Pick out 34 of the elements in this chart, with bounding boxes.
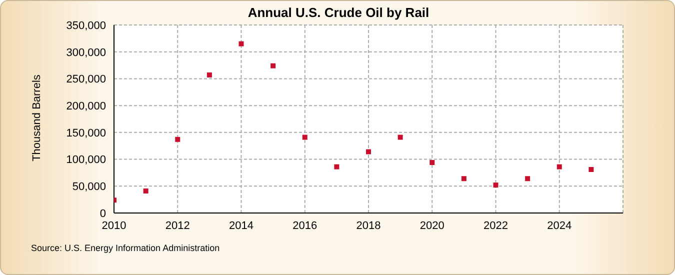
y-tick-label: 100,000 <box>66 154 106 166</box>
point <box>493 182 498 188</box>
y-tick-label: 150,000 <box>66 127 106 140</box>
y-axis-title: Thousand Barrels <box>31 74 43 162</box>
point <box>398 134 403 140</box>
source-note: Source: U.S. Energy Information Administration <box>31 243 220 253</box>
x-tick-label: 2018 <box>356 220 381 232</box>
x-tick-label: 2010 <box>102 220 126 232</box>
point <box>461 176 466 182</box>
point <box>334 164 340 170</box>
point <box>556 164 562 170</box>
x-tick-label: 2022 <box>484 220 508 232</box>
point <box>588 166 594 172</box>
y-tick-label: 0 <box>100 208 106 220</box>
point <box>430 160 435 166</box>
point <box>270 63 276 68</box>
y-tick-label: 50,000 <box>72 181 106 194</box>
y-tick-label: 200,000 <box>66 100 106 112</box>
y-tick-label: 250,000 <box>66 74 106 86</box>
point <box>175 136 180 142</box>
point <box>302 134 308 140</box>
x-tick-label: 2014 <box>229 220 254 232</box>
point <box>206 72 212 78</box>
point <box>525 176 530 182</box>
y-tick-label: 350,000 <box>66 20 106 32</box>
point <box>143 188 148 194</box>
point <box>366 149 371 154</box>
chart-title: Annual U.S. Crude Oil by Rail <box>246 5 430 20</box>
point <box>238 41 244 46</box>
x-tick-label: 2012 <box>165 220 190 232</box>
x-tick-label: 2024 <box>547 220 572 232</box>
y-tick-label: 300,000 <box>66 46 106 59</box>
x-tick-label: 2016 <box>292 220 318 232</box>
x-tick-label: 2020 <box>420 220 444 232</box>
